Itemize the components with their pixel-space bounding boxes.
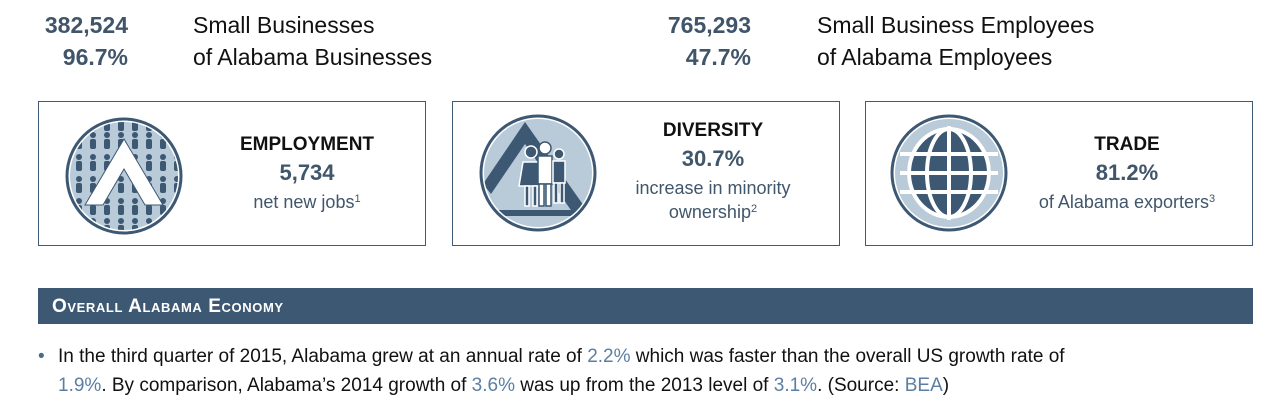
section-header: Overall Alabama Economy: [38, 288, 1253, 324]
growth-rate-al: 2.2%: [587, 346, 631, 367]
small-businesses-label: Small Businesses: [193, 12, 375, 38]
bullet-text-6: ): [942, 375, 950, 396]
diverse-people-icon: [479, 114, 597, 237]
globe-icon: [890, 114, 1008, 237]
diversity-title: DIVERSITY: [662, 120, 764, 141]
diversity-card: DIVERSITY 30.7% increase in minority owne…: [452, 101, 840, 246]
diversity-desc-line2: ownership: [668, 202, 751, 222]
trade-value: 81.2%: [1095, 160, 1159, 185]
bullet-text-2: which was faster than the overall US gro…: [630, 346, 1065, 367]
small-businesses-pct-label: of Alabama Businesses: [193, 44, 433, 70]
people-crowd-icon: [65, 117, 183, 240]
trade-desc: of Alabama exporters: [1038, 192, 1209, 212]
small-businesses-count: 382,524: [44, 12, 128, 38]
employment-desc: net new jobs: [253, 192, 355, 212]
footnote-1: 1: [354, 193, 361, 205]
bullet-text-1: In the third quarter of 2015, Alabama gr…: [58, 346, 588, 367]
employees-pct-label: of Alabama Employees: [817, 44, 1053, 70]
footnote-3: 3: [1208, 193, 1216, 205]
growth-rate-us: 1.9%: [58, 375, 102, 396]
bullet-icon: •: [38, 346, 45, 367]
section-title: Overall Alabama Economy: [52, 296, 284, 317]
source-link[interactable]: BEA: [904, 375, 943, 396]
employees-label: Small Business Employees: [817, 12, 1095, 38]
trade-card: TRADE 81.2% of Alabama exporters3: [865, 101, 1253, 246]
employees-count: 765,293: [667, 12, 751, 38]
bullet-text-3: . By comparison, Alabama’s 2014 growth o…: [101, 375, 472, 396]
footnote-2: 2: [750, 203, 758, 215]
trade-title: TRADE: [1094, 134, 1160, 155]
growth-2013: 3.1%: [773, 375, 818, 396]
employees-pct: 47.7%: [685, 44, 751, 70]
economy-bullet: • In the third quarter of 2015, Alabama g…: [38, 342, 1258, 400]
bullet-text-5: . (Source:: [817, 375, 905, 396]
small-businesses-pct: 96.7%: [62, 44, 128, 70]
employment-card: EMPLOYMENT 5,734 net new jobs1: [38, 101, 426, 246]
bullet-text-4: was up from the 2013 level of: [514, 375, 774, 396]
employment-title: EMPLOYMENT: [239, 134, 375, 155]
diversity-value: 30.7%: [681, 146, 745, 171]
employment-value: 5,734: [279, 160, 335, 185]
diversity-desc-line1: increase in minority: [635, 178, 791, 198]
growth-2014: 3.6%: [471, 375, 515, 396]
